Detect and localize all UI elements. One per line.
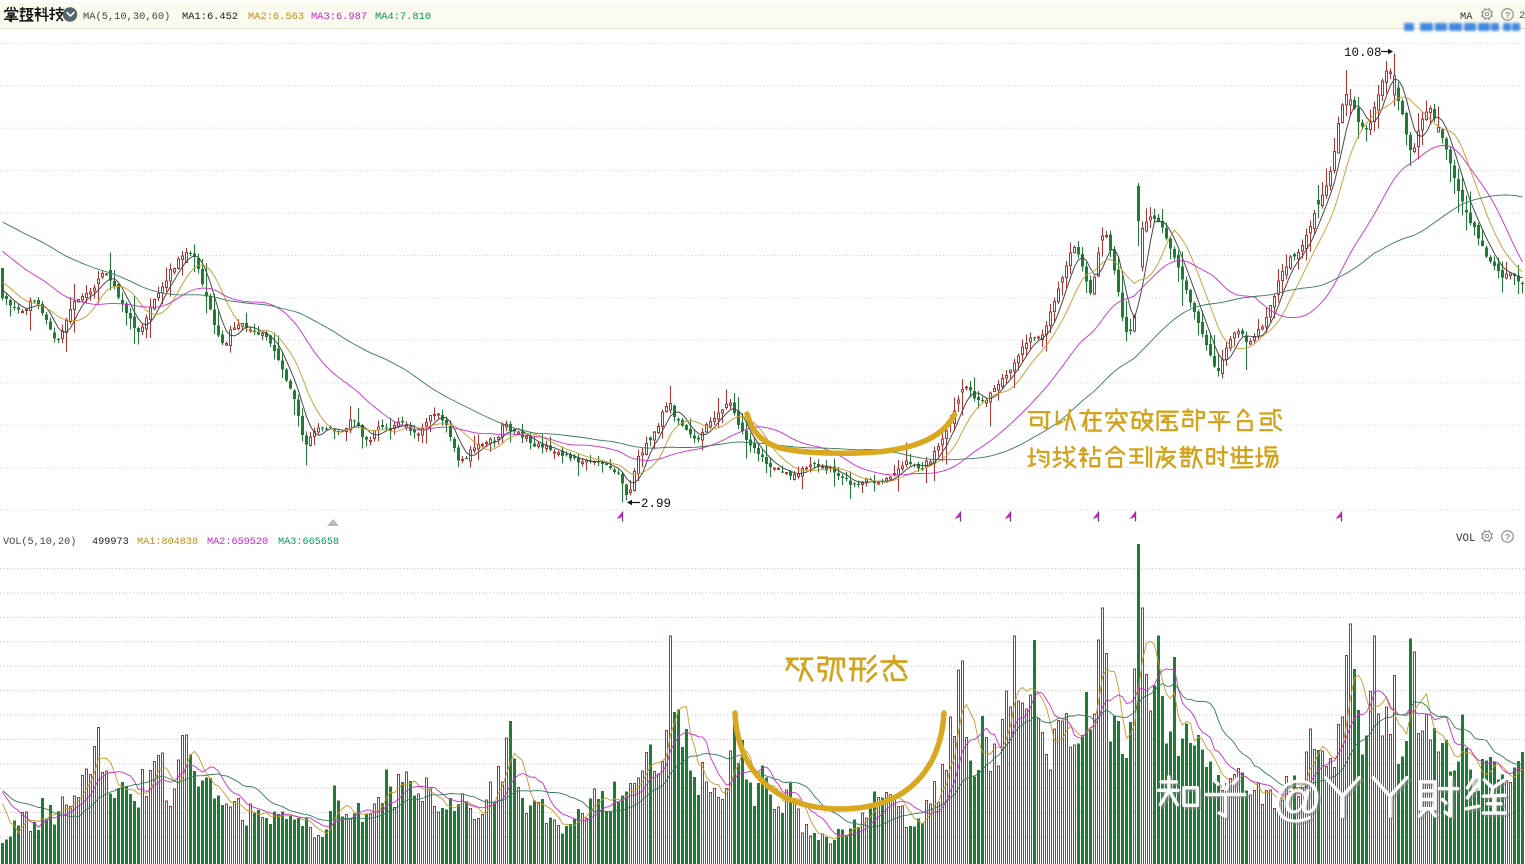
svg-text:@: @ bbox=[1275, 774, 1326, 830]
svg-text:MA1:6.452: MA1:6.452 bbox=[182, 11, 238, 23]
svg-text:2: 2 bbox=[1519, 10, 1525, 22]
svg-text:10.08: 10.08 bbox=[1344, 46, 1382, 60]
svg-text:MA3:6.987: MA3:6.987 bbox=[311, 11, 367, 23]
svg-text:2.99: 2.99 bbox=[641, 497, 671, 511]
svg-text:499973: 499973 bbox=[92, 537, 129, 548]
svg-text:MA: MA bbox=[1460, 11, 1473, 23]
svg-text:MA(5,10,30,60): MA(5,10,30,60) bbox=[83, 11, 170, 23]
svg-text:VOL: VOL bbox=[1456, 533, 1475, 545]
svg-text:MA4:7.810: MA4:7.810 bbox=[375, 11, 431, 23]
svg-text:MA1:804838: MA1:804838 bbox=[137, 537, 198, 548]
svg-text:?: ? bbox=[1505, 10, 1511, 21]
svg-text:?: ? bbox=[1505, 532, 1511, 543]
svg-text:@: @ bbox=[1272, 771, 1323, 827]
svg-text:VOL(5,10,20): VOL(5,10,20) bbox=[3, 536, 76, 548]
svg-text:MA2:6.563: MA2:6.563 bbox=[248, 11, 304, 23]
svg-text:MA2:659520: MA2:659520 bbox=[207, 537, 268, 548]
svg-text:MA3:665658: MA3:665658 bbox=[278, 537, 339, 548]
